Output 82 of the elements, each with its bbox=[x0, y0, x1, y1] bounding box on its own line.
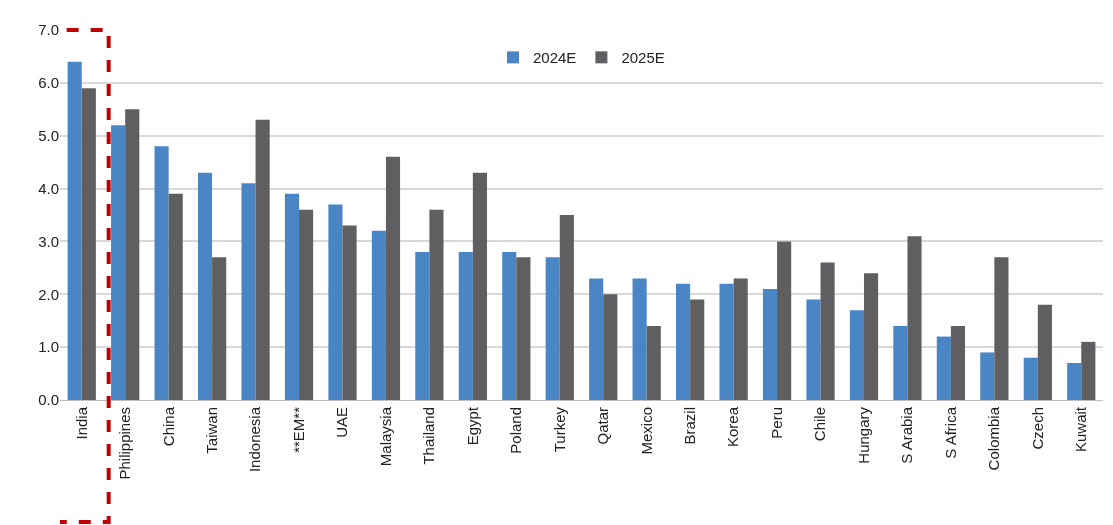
x-tick-label: Malaysia bbox=[376, 406, 394, 467]
bar bbox=[342, 225, 357, 400]
y-tick-label: 7.0 bbox=[38, 21, 59, 39]
bar bbox=[589, 278, 604, 400]
bar bbox=[284, 193, 300, 400]
bar bbox=[936, 336, 951, 400]
bar bbox=[429, 209, 444, 400]
x-tick-label: Turkey bbox=[550, 406, 568, 453]
y-tick-label: 3.0 bbox=[38, 232, 59, 250]
bar bbox=[299, 209, 314, 400]
x-tick-label: Brazil bbox=[681, 407, 699, 445]
y-tick-label: 1.0 bbox=[38, 338, 59, 356]
x-tick-label: Czech bbox=[1028, 407, 1046, 450]
x-tick-label: Kuwait bbox=[1072, 406, 1090, 453]
x-tick-label: UAE bbox=[333, 407, 351, 438]
legend-label: 2025E bbox=[621, 49, 665, 67]
y-tick-label: 6.0 bbox=[38, 74, 59, 92]
bar bbox=[154, 146, 169, 400]
x-tick-label: Chile bbox=[811, 407, 829, 442]
x-tick-label: Egypt bbox=[463, 406, 481, 446]
bar bbox=[1023, 357, 1038, 400]
bar bbox=[632, 278, 647, 400]
bar bbox=[762, 289, 778, 400]
bar bbox=[980, 352, 995, 400]
x-tick-label: Indonesia bbox=[246, 406, 264, 473]
bar bbox=[994, 257, 1009, 400]
y-tick-label: 0.0 bbox=[38, 391, 59, 409]
bar bbox=[472, 172, 487, 400]
bar bbox=[168, 193, 183, 400]
x-tick-label: Thailand bbox=[420, 407, 438, 465]
bar bbox=[371, 230, 386, 400]
x-tick-label: Colombia bbox=[985, 406, 1003, 471]
bar bbox=[1067, 363, 1082, 400]
bar bbox=[212, 257, 227, 400]
bar bbox=[1037, 304, 1052, 400]
bar bbox=[849, 310, 864, 400]
bar bbox=[950, 326, 966, 400]
x-tick-label: Taiwan bbox=[202, 407, 220, 454]
bar bbox=[690, 299, 705, 400]
y-tick-label: 2.0 bbox=[38, 285, 59, 303]
y-tick-label: 5.0 bbox=[38, 126, 59, 144]
bar bbox=[415, 252, 430, 400]
bar bbox=[820, 262, 835, 400]
x-tick-label: Korea bbox=[724, 406, 742, 448]
bar bbox=[907, 236, 922, 400]
x-tick-label: Peru bbox=[767, 407, 785, 439]
x-tick-label: Poland bbox=[507, 407, 525, 454]
bar bbox=[1081, 341, 1096, 400]
bar bbox=[893, 326, 908, 400]
bar bbox=[81, 88, 96, 400]
bar bbox=[733, 278, 748, 400]
bar bbox=[67, 61, 82, 400]
bar bbox=[255, 119, 270, 400]
bar bbox=[241, 183, 256, 400]
bar bbox=[111, 125, 126, 400]
bar bbox=[719, 283, 734, 400]
bar bbox=[603, 294, 618, 400]
x-tick-label: China bbox=[159, 406, 177, 447]
bar bbox=[863, 273, 879, 400]
x-tick-label: Hungary bbox=[854, 406, 872, 464]
bar bbox=[676, 283, 691, 400]
bar bbox=[559, 215, 574, 400]
x-tick-label: **EM** bbox=[289, 406, 307, 453]
bar bbox=[646, 326, 661, 400]
bar bbox=[516, 257, 531, 400]
bar bbox=[125, 109, 140, 400]
x-tick-label: Qatar bbox=[594, 407, 612, 445]
bar bbox=[502, 252, 517, 400]
x-tick-label: India bbox=[72, 406, 90, 440]
x-tick-label: S Arabia bbox=[898, 406, 916, 464]
x-tick-label: Mexico bbox=[637, 407, 655, 455]
legend-label: 2024E bbox=[533, 49, 577, 67]
bar bbox=[385, 156, 401, 400]
x-tick-label: Philippines bbox=[116, 407, 134, 480]
bar bbox=[777, 241, 792, 400]
y-tick-label: 4.0 bbox=[38, 179, 59, 197]
x-tick-label: S Africa bbox=[941, 406, 959, 459]
bar bbox=[458, 252, 473, 400]
bar bbox=[328, 204, 343, 400]
bar bbox=[545, 257, 560, 400]
bar bbox=[806, 299, 821, 400]
bar bbox=[197, 172, 213, 400]
